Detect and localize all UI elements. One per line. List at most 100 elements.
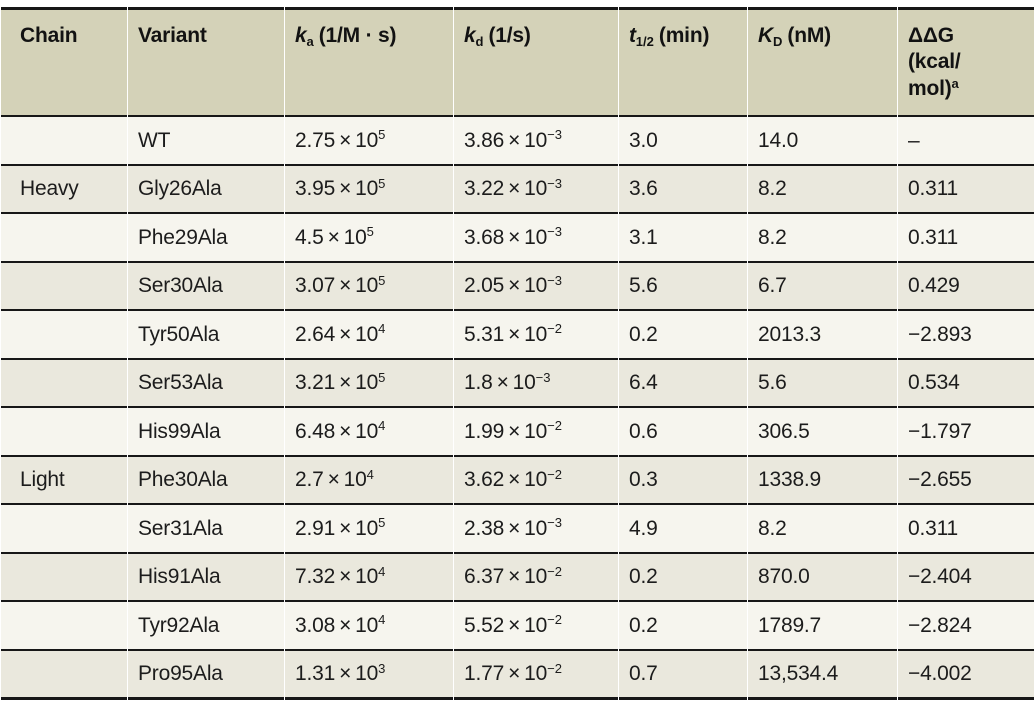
kd-nm-unit: (nM) bbox=[787, 24, 831, 47]
exponent: −2 bbox=[547, 418, 562, 434]
cell-ddg: −2.893 bbox=[898, 311, 1034, 360]
cell-kd-nm: 13,534.4 bbox=[748, 650, 897, 701]
cell-t-half: 4.9 bbox=[619, 505, 747, 554]
exponent: −2 bbox=[547, 321, 562, 337]
cell-ka: 1.31 × 103 bbox=[285, 650, 453, 701]
exponent: 4 bbox=[378, 612, 386, 628]
exponent: 4 bbox=[378, 563, 386, 579]
cell-ddg: 0.311 bbox=[898, 505, 1034, 554]
table-row: His91Ala 7.32 × 104 6.37 × 10−2 0.2 870.0 −2.… bbox=[1, 553, 1034, 603]
table-row: Heavy Gly26Ala 3.95 × 105 3.22 × 10−3 3.6 8.2… bbox=[1, 165, 1034, 215]
cell-chain bbox=[1, 553, 127, 603]
cell-ka: 3.21 × 105 bbox=[285, 359, 453, 409]
exponent: 5 bbox=[366, 224, 374, 240]
exponent: 4 bbox=[366, 466, 374, 482]
table-row: Light Phe30Ala 2.7 × 104 3.62 × 10−2 0.3 1338… bbox=[1, 456, 1034, 506]
cell-chain bbox=[1, 408, 127, 457]
exponent: 5 bbox=[378, 272, 386, 288]
cell-t-half: 0.2 bbox=[619, 602, 747, 651]
cell-kd-nm: 8.2 bbox=[748, 505, 897, 554]
cell-t-half: 0.2 bbox=[619, 311, 747, 360]
kd-nm-symbol: K bbox=[758, 24, 773, 47]
cell-kd: 3.86 × 10−3 bbox=[454, 117, 618, 166]
col-header-kd-nm: KD (nM) bbox=[748, 7, 897, 118]
cell-kd-nm: 6.7 bbox=[748, 262, 897, 312]
col-header-t-half: t1/2 (min) bbox=[619, 7, 747, 118]
cell-ddg: 0.429 bbox=[898, 262, 1034, 312]
ka-unit: (1/M · s) bbox=[318, 24, 397, 47]
header-row: Chain Variant ka (1/M · s) kd (1/s) t1/2 (m… bbox=[1, 7, 1034, 118]
cell-ddg: – bbox=[898, 117, 1034, 166]
cell-ddg: −2.824 bbox=[898, 602, 1034, 651]
cell-ddg: 0.534 bbox=[898, 359, 1034, 409]
cell-ka: 2.75 × 105 bbox=[285, 117, 453, 166]
cell-t-half: 3.1 bbox=[619, 214, 747, 263]
ddg-footnote-marker: a bbox=[951, 75, 959, 91]
cell-variant: WT bbox=[128, 117, 284, 166]
cell-ka: 4.5 × 105 bbox=[285, 214, 453, 263]
exponent: 4 bbox=[378, 321, 386, 337]
cell-ddg: −2.404 bbox=[898, 553, 1034, 603]
t-half-unit: (min) bbox=[658, 24, 710, 47]
col-header-ka: ka (1/M · s) bbox=[285, 7, 453, 118]
cell-kd: 5.52 × 10−2 bbox=[454, 602, 618, 651]
table-row: Ser30Ala 3.07 × 105 2.05 × 10−3 5.6 6.7 0.429 bbox=[1, 262, 1034, 312]
cell-t-half: 0.2 bbox=[619, 553, 747, 603]
col-header-chain: Chain bbox=[1, 7, 127, 118]
cell-chain: Light bbox=[1, 456, 127, 506]
cell-chain bbox=[1, 262, 127, 312]
cell-variant: Gly26Ala bbox=[128, 165, 284, 215]
table-row: Tyr92Ala 3.08 × 104 5.52 × 10−2 0.2 1789.7 −2… bbox=[1, 602, 1034, 651]
table-row: Ser31Ala 2.91 × 105 2.38 × 10−3 4.9 8.2 0.311 bbox=[1, 505, 1034, 554]
cell-variant: His91Ala bbox=[128, 553, 284, 603]
cell-ddg: −2.655 bbox=[898, 456, 1034, 506]
cell-variant: Ser31Ala bbox=[128, 505, 284, 554]
cell-kd-nm: 306.5 bbox=[748, 408, 897, 457]
exponent: 4 bbox=[378, 418, 386, 434]
table-row: Pro95Ala 1.31 × 103 1.77 × 10−2 0.7 13,534.4… bbox=[1, 650, 1034, 701]
cell-chain bbox=[1, 117, 127, 166]
cell-chain bbox=[1, 650, 127, 701]
cell-t-half: 0.7 bbox=[619, 650, 747, 701]
binding-kinetics-table: Chain Variant ka (1/M · s) kd (1/s) t1/2 (m… bbox=[0, 7, 1035, 701]
exponent: −3 bbox=[547, 224, 562, 240]
ddg-header-line1: ΔΔG bbox=[908, 24, 954, 47]
kd-subscript: d bbox=[475, 33, 484, 49]
cell-ka: 3.08 × 104 bbox=[285, 602, 453, 651]
cell-ka: 7.32 × 104 bbox=[285, 553, 453, 603]
cell-kd-nm: 1789.7 bbox=[748, 602, 897, 651]
cell-ddg: 0.311 bbox=[898, 165, 1034, 215]
cell-variant: Tyr92Ala bbox=[128, 602, 284, 651]
cell-variant: Tyr50Ala bbox=[128, 311, 284, 360]
table-row: His99Ala 6.48 × 104 1.99 × 10−2 0.6 306.5 −1.… bbox=[1, 408, 1034, 457]
exponent: −2 bbox=[547, 563, 562, 579]
cell-kd-nm: 8.2 bbox=[748, 214, 897, 263]
cell-chain bbox=[1, 505, 127, 554]
cell-kd-nm: 1338.9 bbox=[748, 456, 897, 506]
kd-unit: (1/s) bbox=[488, 24, 531, 47]
cell-ka: 6.48 × 104 bbox=[285, 408, 453, 457]
cell-kd: 3.22 × 10−3 bbox=[454, 165, 618, 215]
exponent: −2 bbox=[547, 660, 562, 676]
table-row: Tyr50Ala 2.64 × 104 5.31 × 10−2 0.2 2013.3 −2… bbox=[1, 311, 1034, 360]
cell-t-half: 5.6 bbox=[619, 262, 747, 312]
cell-variant: Pro95Ala bbox=[128, 650, 284, 701]
exponent: −3 bbox=[547, 175, 562, 191]
cell-kd: 6.37 × 10−2 bbox=[454, 553, 618, 603]
exponent: −3 bbox=[547, 272, 562, 288]
exponent: 3 bbox=[378, 660, 386, 676]
table-header: Chain Variant ka (1/M · s) kd (1/s) t1/2 (m… bbox=[1, 7, 1034, 118]
cell-ddg: −1.797 bbox=[898, 408, 1034, 457]
cell-t-half: 0.6 bbox=[619, 408, 747, 457]
cell-ka: 3.95 × 105 bbox=[285, 165, 453, 215]
cell-t-half: 3.6 bbox=[619, 165, 747, 215]
cell-t-half: 3.0 bbox=[619, 117, 747, 166]
cell-variant: Ser30Ala bbox=[128, 262, 284, 312]
col-header-ddg: ΔΔG (kcal/mol)a bbox=[898, 7, 1034, 118]
cell-variant: His99Ala bbox=[128, 408, 284, 457]
cell-kd: 2.05 × 10−3 bbox=[454, 262, 618, 312]
cell-kd-nm: 14.0 bbox=[748, 117, 897, 166]
cell-kd-nm: 5.6 bbox=[748, 359, 897, 409]
table-body: WT 2.75 × 105 3.86 × 10−3 3.0 14.0– Heavy Gly2… bbox=[1, 117, 1034, 701]
exponent: −3 bbox=[547, 127, 562, 143]
